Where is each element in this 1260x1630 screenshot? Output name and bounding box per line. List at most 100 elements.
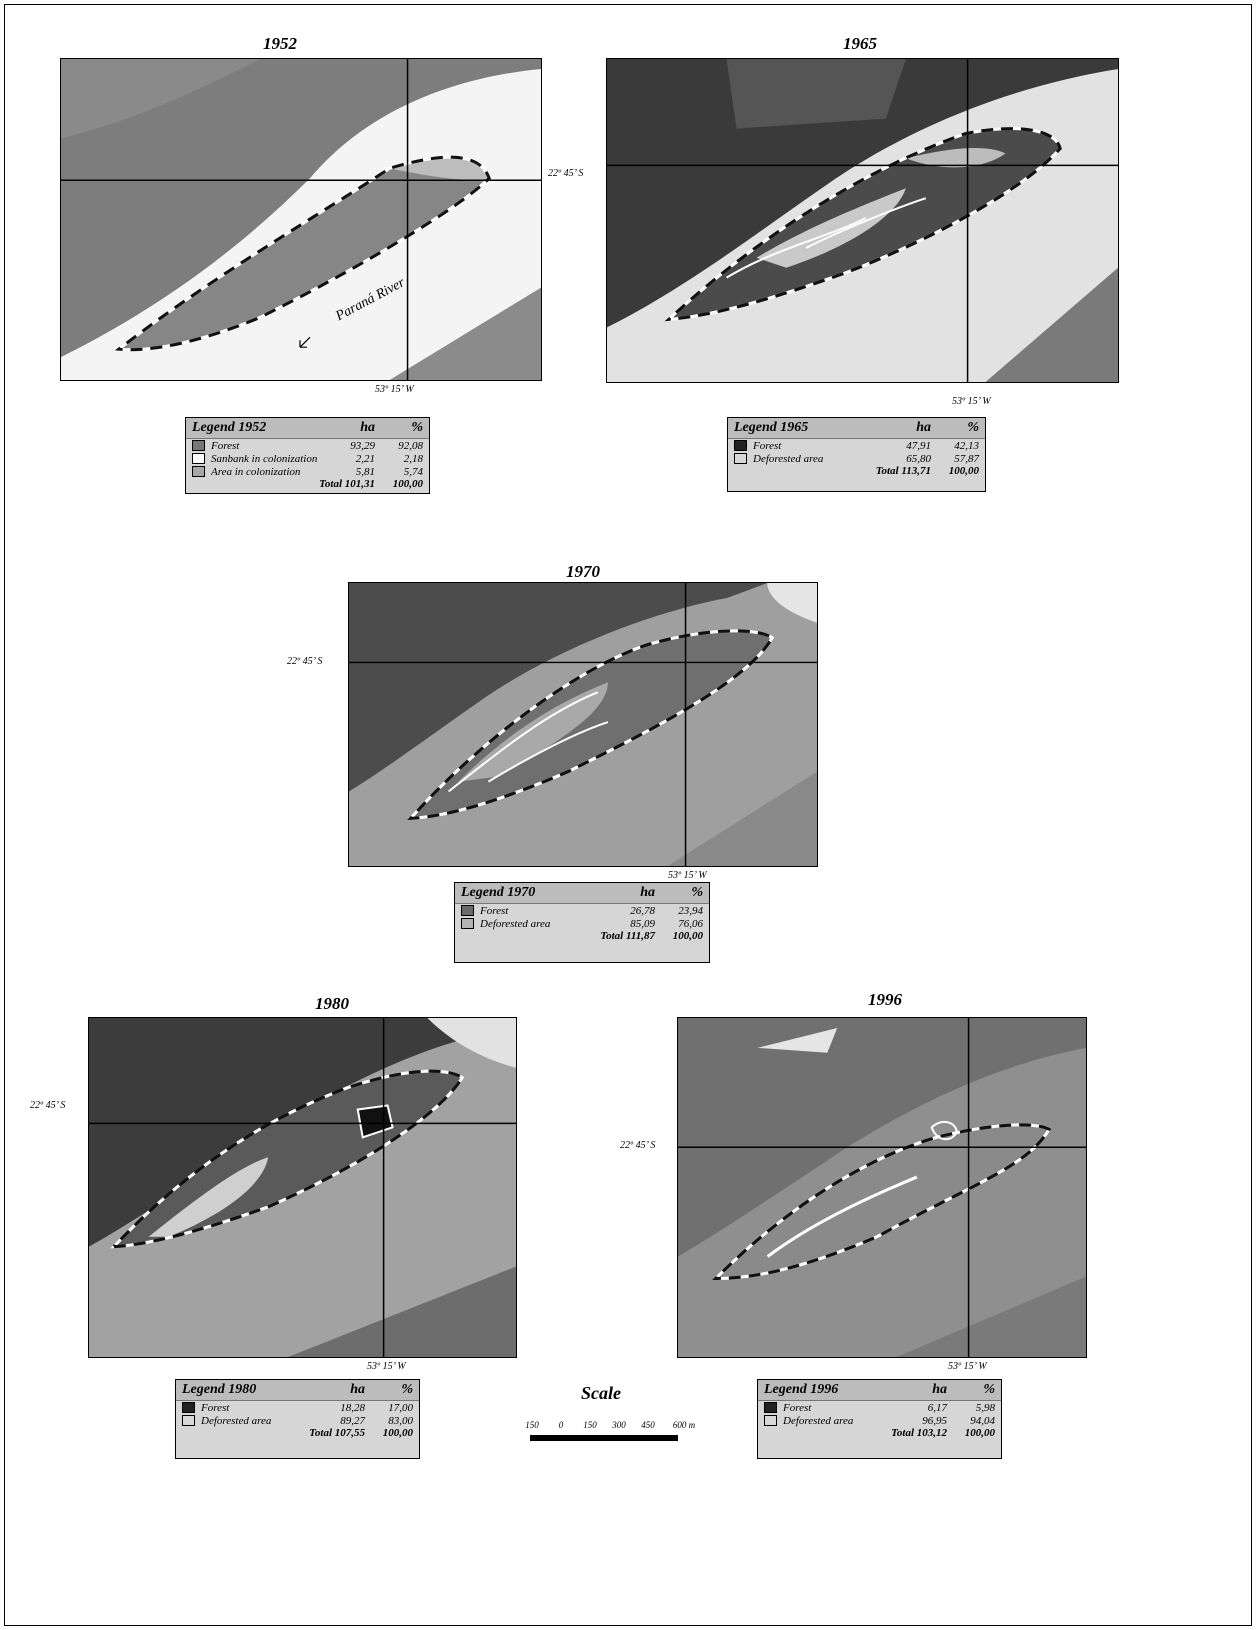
legend-1970: Legend 1970 ha% Forest 26,78 23,94 Deforest… <box>454 882 710 963</box>
legend-total-label: Total 113,71 <box>875 465 931 477</box>
legend-label: Deforested area <box>480 917 551 930</box>
lon-label-1996: 53º 15’ W <box>948 1361 987 1372</box>
legend-pct: 83,00 <box>388 1414 413 1427</box>
legend-swatch <box>182 1415 195 1426</box>
legend-col-pct: % <box>401 1382 413 1397</box>
legend-total: Total 111,87 100,00 <box>455 930 709 944</box>
legend-ha: 65,80 <box>906 452 931 465</box>
legend-row: Area in colonization 5,81 5,74 <box>186 465 429 478</box>
scale-tick: 600 m <box>672 1420 696 1430</box>
legend-row: Deforested area 96,95 94,04 <box>758 1414 1001 1427</box>
map-title-1996: 1996 <box>868 990 902 1009</box>
legend-swatch <box>192 453 205 464</box>
map-1965 <box>606 58 1119 383</box>
lat-label-1970: 22º 45’ S <box>287 656 323 667</box>
legend-total-label: Total 103,12 <box>891 1427 947 1439</box>
legend-1996: Legend 1996 ha% Forest 6,17 5,98 Deforested… <box>757 1379 1002 1459</box>
legend-total: Total 107,55 100,00 <box>176 1427 419 1441</box>
scale-ticks: 150 0 150 300 450 600 m <box>525 1420 702 1432</box>
legend-pct: 94,04 <box>970 1414 995 1427</box>
legend-label: Sanbank in colonization <box>211 452 318 465</box>
legend-ha: 2,21 <box>355 452 375 465</box>
scale-bar <box>530 1435 678 1441</box>
legend-ha: 6,17 <box>927 1401 947 1414</box>
legend-title: Legend 1965 <box>734 420 809 435</box>
legend-1980: Legend 1980 ha% Forest 18,28 17,00 Deforest… <box>175 1379 420 1459</box>
legend-swatch <box>734 453 747 464</box>
legend-label: Deforested area <box>753 452 824 465</box>
legend-label: Deforested area <box>783 1414 854 1427</box>
map-title-1980: 1980 <box>315 994 349 1013</box>
legend-total-pct: 100,00 <box>948 465 979 477</box>
legend-1952: Legend 1952 ha% Forest 93,29 92,08 Sanbank … <box>185 417 430 494</box>
lon-label-1952: 53º 15’ W <box>375 384 414 395</box>
legend-ha: 26,78 <box>630 904 655 917</box>
lat-label-1952: 22º 45’ S <box>548 168 584 179</box>
legend-swatch <box>764 1402 777 1413</box>
legend-pct: 2,18 <box>403 452 423 465</box>
legend-row: Sanbank in colonization 2,21 2,18 <box>186 452 429 465</box>
legend-total-pct: 100,00 <box>382 1427 413 1439</box>
legend-label: Forest <box>783 1401 812 1414</box>
legend-swatch <box>192 466 205 477</box>
map-title-1965: 1965 <box>843 34 877 53</box>
legend-row: Forest 26,78 23,94 <box>455 904 709 917</box>
legend-row: Forest 47,91 42,13 <box>728 439 985 452</box>
legend-total-pct: 100,00 <box>964 1427 995 1439</box>
legend-pct: 76,06 <box>678 917 703 930</box>
legend-1965: Legend 1965 ha% Forest 47,91 42,13 Deforest… <box>727 417 986 492</box>
legend-total-label: Total 107,55 <box>309 1427 365 1439</box>
legend-swatch <box>764 1415 777 1426</box>
legend-col-pct: % <box>983 1382 995 1397</box>
legend-pct: 17,00 <box>388 1401 413 1414</box>
legend-col-ha: ha <box>916 420 931 435</box>
legend-total: Total 103,12 100,00 <box>758 1427 1001 1441</box>
legend-swatch <box>192 440 205 451</box>
legend-label: Forest <box>753 439 782 452</box>
legend-pct: 5,74 <box>403 465 423 478</box>
legend-label: Forest <box>201 1401 230 1414</box>
legend-col-ha: ha <box>932 1382 947 1397</box>
legend-total-pct: 100,00 <box>672 930 703 942</box>
legend-total-pct: 100,00 <box>392 478 423 490</box>
map-1980 <box>88 1017 517 1358</box>
legend-pct: 42,13 <box>954 439 979 452</box>
legend-label: Deforested area <box>201 1414 272 1427</box>
legend-row: Deforested area 89,27 83,00 <box>176 1414 419 1427</box>
legend-total-label: Total 111,87 <box>600 930 655 942</box>
map-title-1952: 1952 <box>263 34 297 53</box>
scale-title: Scale <box>581 1383 621 1403</box>
legend-label: Area in colonization <box>211 465 301 478</box>
map-1952: Paraná River <box>60 58 542 381</box>
legend-col-ha: ha <box>360 420 375 435</box>
legend-swatch <box>182 1402 195 1413</box>
legend-row: Deforested area 65,80 57,87 <box>728 452 985 465</box>
legend-pct: 57,87 <box>954 452 979 465</box>
legend-swatch <box>461 918 474 929</box>
legend-total: Total 113,71 100,00 <box>728 465 985 479</box>
legend-total: Total 101,31 100,00 <box>186 478 429 492</box>
legend-label: Forest <box>211 439 240 452</box>
legend-title: Legend 1952 <box>192 420 267 435</box>
legend-row: Forest 93,29 92,08 <box>186 439 429 452</box>
legend-title: Legend 1970 <box>461 885 536 900</box>
legend-pct: 5,98 <box>975 1401 995 1414</box>
legend-swatch <box>734 440 747 451</box>
legend-total-label: Total 101,31 <box>319 478 375 490</box>
legend-ha: 89,27 <box>340 1414 365 1427</box>
scale-tick: 300 <box>612 1420 626 1430</box>
legend-title: Legend 1996 <box>764 1382 839 1397</box>
legend-row: Deforested area 85,09 76,06 <box>455 917 709 930</box>
legend-label: Forest <box>480 904 509 917</box>
scale-tick: 150 <box>583 1420 597 1430</box>
legend-col-ha: ha <box>350 1382 365 1397</box>
legend-pct: 92,08 <box>398 439 423 452</box>
legend-row: Forest 6,17 5,98 <box>758 1401 1001 1414</box>
legend-col-ha: ha <box>640 885 655 900</box>
legend-row: Forest 18,28 17,00 <box>176 1401 419 1414</box>
scale-tick: 0 <box>558 1420 564 1430</box>
legend-title: Legend 1980 <box>182 1382 257 1397</box>
legend-ha: 18,28 <box>340 1401 365 1414</box>
legend-col-pct: % <box>691 885 703 900</box>
legend-ha: 47,91 <box>906 439 931 452</box>
